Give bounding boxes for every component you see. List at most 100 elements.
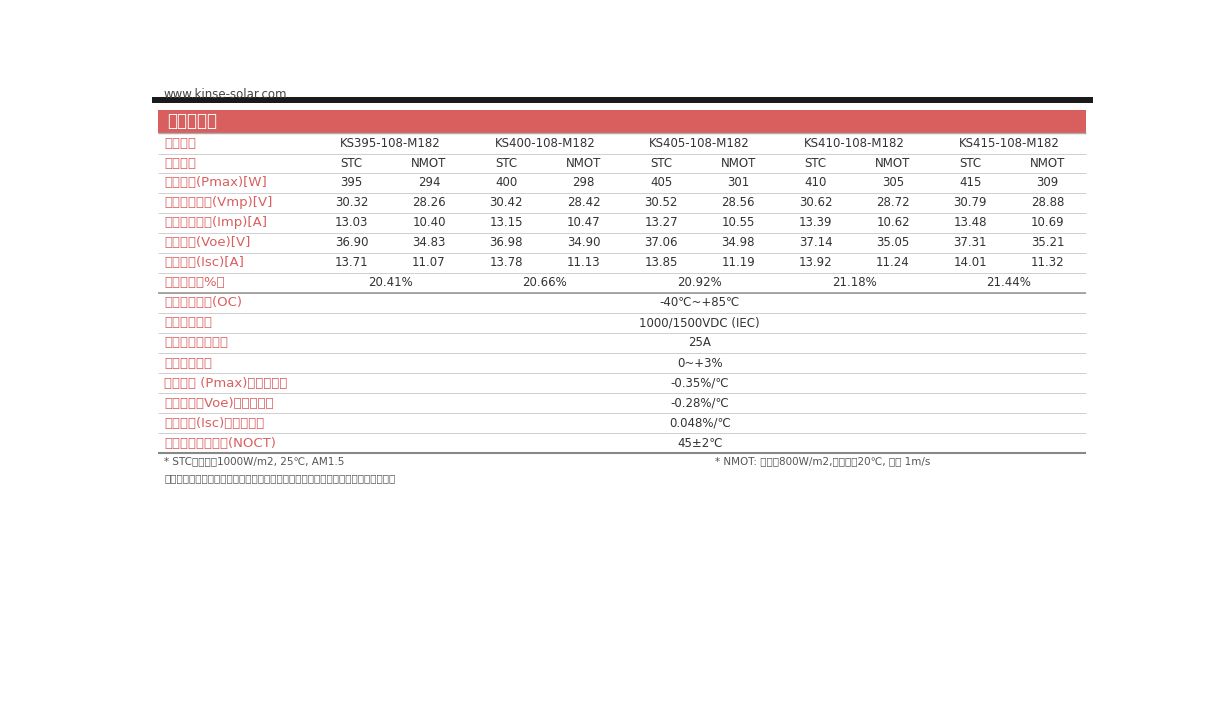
Text: 11.24: 11.24 (877, 256, 910, 269)
Text: 最大系统电压: 最大系统电压 (164, 317, 212, 330)
Text: 410: 410 (805, 176, 827, 189)
Text: 309: 309 (1037, 176, 1059, 189)
Bar (152, 98, 1093, 103)
Text: 28.26: 28.26 (413, 197, 446, 210)
Text: 11.19: 11.19 (721, 256, 755, 269)
Text: 10.40: 10.40 (413, 216, 446, 229)
Text: KS405-108-M182: KS405-108-M182 (649, 137, 750, 150)
Text: 13.39: 13.39 (799, 216, 833, 229)
Text: 短路电流(Isc)的温度系数: 短路电流(Isc)的温度系数 (164, 416, 265, 430)
Text: 10.69: 10.69 (1031, 216, 1065, 229)
Text: 305: 305 (883, 176, 904, 189)
Text: 37.31: 37.31 (954, 237, 987, 250)
Text: 35.05: 35.05 (877, 237, 909, 250)
Text: 13.15: 13.15 (489, 216, 523, 229)
Text: NMOT: NMOT (721, 157, 756, 170)
Text: 注：产品目录中的电性能参数用于比较不同组件，不代表单个组件的具体性能承诺。: 注：产品目录中的电性能参数用于比较不同组件，不代表单个组件的具体性能承诺。 (164, 473, 396, 483)
Text: 电性能参数: 电性能参数 (168, 112, 217, 130)
Text: 395: 395 (340, 176, 363, 189)
Text: 36.98: 36.98 (489, 237, 523, 250)
Text: 短路电流(Isc)[A]: 短路电流(Isc)[A] (164, 256, 244, 269)
Text: 0.048%/℃: 0.048%/℃ (669, 416, 731, 430)
Text: 开路电压（Voe)的温度系数: 开路电压（Voe)的温度系数 (164, 397, 274, 410)
Text: 最大功率 (Pmax)的温度系数: 最大功率 (Pmax)的温度系数 (164, 376, 288, 389)
Text: KS395-108-M182: KS395-108-M182 (340, 137, 441, 150)
Text: 最大额定熔丝电流: 最大额定熔丝电流 (164, 336, 228, 349)
Text: 25A: 25A (688, 336, 711, 349)
Text: 13.48: 13.48 (954, 216, 987, 229)
Text: 37.06: 37.06 (645, 237, 677, 250)
Text: 10.55: 10.55 (721, 216, 755, 229)
Text: 294: 294 (418, 176, 441, 189)
Text: -0.28%/℃: -0.28%/℃ (670, 397, 730, 410)
Text: 工作温度范围(OC): 工作温度范围(OC) (164, 296, 242, 309)
Text: 21.18%: 21.18% (832, 277, 877, 290)
Text: STC: STC (959, 157, 981, 170)
Text: 测试条件: 测试条件 (164, 157, 197, 170)
Text: 20.41%: 20.41% (368, 277, 413, 290)
Text: 45±2℃: 45±2℃ (677, 437, 722, 450)
Text: 21.44%: 21.44% (987, 277, 1032, 290)
Text: STC: STC (805, 157, 827, 170)
Text: 30.62: 30.62 (799, 197, 833, 210)
Text: 11.32: 11.32 (1031, 256, 1065, 269)
Text: 11.07: 11.07 (413, 256, 446, 269)
Text: 30.32: 30.32 (335, 197, 368, 210)
Text: 13.85: 13.85 (645, 256, 677, 269)
Text: 10.47: 10.47 (567, 216, 601, 229)
Text: www.kinse-solar.com: www.kinse-solar.com (164, 88, 287, 100)
Text: NMOT: NMOT (566, 157, 601, 170)
Text: 13.71: 13.71 (335, 256, 368, 269)
Text: 10.62: 10.62 (877, 216, 909, 229)
Text: 30.79: 30.79 (954, 197, 987, 210)
Text: -0.35%/℃: -0.35%/℃ (670, 376, 728, 389)
Text: 30.42: 30.42 (489, 197, 523, 210)
Text: KS410-108-M182: KS410-108-M182 (804, 137, 904, 150)
Text: 34.90: 34.90 (567, 237, 601, 250)
Text: 28.42: 28.42 (567, 197, 601, 210)
Bar (158, 110, 1087, 132)
Text: 13.78: 13.78 (489, 256, 523, 269)
Text: 13.27: 13.27 (645, 216, 677, 229)
Text: 11.13: 11.13 (567, 256, 601, 269)
Text: 最大功率(Pmax)[W]: 最大功率(Pmax)[W] (164, 176, 267, 189)
Text: 415: 415 (959, 176, 982, 189)
Text: 34.98: 34.98 (721, 237, 755, 250)
Text: 输出功率公差: 输出功率公差 (164, 357, 212, 370)
Text: 34.83: 34.83 (413, 237, 446, 250)
Text: KS415-108-M182: KS415-108-M182 (959, 137, 1060, 150)
Text: 14.01: 14.01 (953, 256, 987, 269)
Text: 30.52: 30.52 (645, 197, 677, 210)
Text: -40℃~+85℃: -40℃~+85℃ (659, 296, 739, 309)
Text: 开路电压(Voe)[V]: 开路电压(Voe)[V] (164, 237, 250, 250)
Text: 400: 400 (495, 176, 517, 189)
Text: STC: STC (649, 157, 673, 170)
Text: 组件型号: 组件型号 (164, 137, 197, 150)
Text: 20.92%: 20.92% (677, 277, 722, 290)
Text: KS400-108-M182: KS400-108-M182 (494, 137, 595, 150)
Text: 组件效率（%）: 组件效率（%） (164, 277, 225, 290)
Text: 最佳工作电流(Imp)[A]: 最佳工作电流(Imp)[A] (164, 216, 267, 229)
Text: 301: 301 (727, 176, 749, 189)
Text: 名义电池工作温度(NOCT): 名义电池工作温度(NOCT) (164, 437, 276, 450)
Text: * NMOT: 辐照度800W/m2,环境温度20℃, 风速 1m/s: * NMOT: 辐照度800W/m2,环境温度20℃, 风速 1m/s (715, 456, 930, 467)
Text: 28.72: 28.72 (877, 197, 909, 210)
Text: 13.03: 13.03 (335, 216, 368, 229)
Text: NMOT: NMOT (412, 157, 447, 170)
Text: 20.66%: 20.66% (522, 277, 567, 290)
Text: * STC：辐照度1000W/m2, 25℃, AM1.5: * STC：辐照度1000W/m2, 25℃, AM1.5 (164, 456, 345, 467)
Text: 最佳工作电压(Vmp)[V]: 最佳工作电压(Vmp)[V] (164, 197, 272, 210)
Text: 35.21: 35.21 (1031, 237, 1065, 250)
Text: 37.14: 37.14 (799, 237, 833, 250)
Text: 405: 405 (649, 176, 673, 189)
Text: 13.92: 13.92 (799, 256, 833, 269)
Text: 298: 298 (573, 176, 595, 189)
Text: NMOT: NMOT (875, 157, 910, 170)
Text: 28.88: 28.88 (1031, 197, 1065, 210)
Text: STC: STC (495, 157, 517, 170)
Text: 1000/1500VDC (IEC): 1000/1500VDC (IEC) (640, 317, 760, 330)
Text: STC: STC (341, 157, 363, 170)
Text: NMOT: NMOT (1029, 157, 1066, 170)
Text: 28.56: 28.56 (721, 197, 755, 210)
Text: 36.90: 36.90 (335, 237, 368, 250)
